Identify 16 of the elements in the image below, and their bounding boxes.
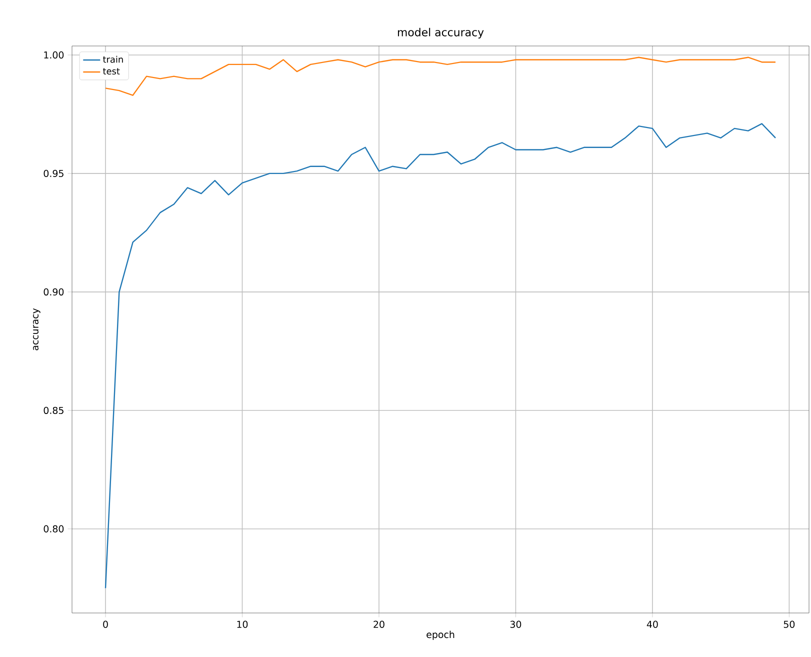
y-tick-label: 0.95 <box>44 170 64 178</box>
y-axis-title: accuracy <box>33 308 40 350</box>
x-tick-label: 40 <box>646 620 658 628</box>
legend-label: train <box>102 56 123 63</box>
x-tick-label: 0 <box>103 620 108 628</box>
y-tick-label: 1.00 <box>44 51 64 59</box>
legend-label: test <box>102 68 120 75</box>
y-tick-label: 0.90 <box>44 288 64 296</box>
x-tick-label: 50 <box>784 620 795 628</box>
x-tick-label: 10 <box>237 620 248 628</box>
x-axis-title: epoch <box>426 630 454 640</box>
x-tick-label: 30 <box>510 620 522 628</box>
x-tick-label: 20 <box>374 620 384 628</box>
y-tick-label: 0.85 <box>44 406 64 414</box>
chart-title: model accuracy <box>398 28 484 38</box>
y-tick-label: 0.80 <box>44 525 64 532</box>
